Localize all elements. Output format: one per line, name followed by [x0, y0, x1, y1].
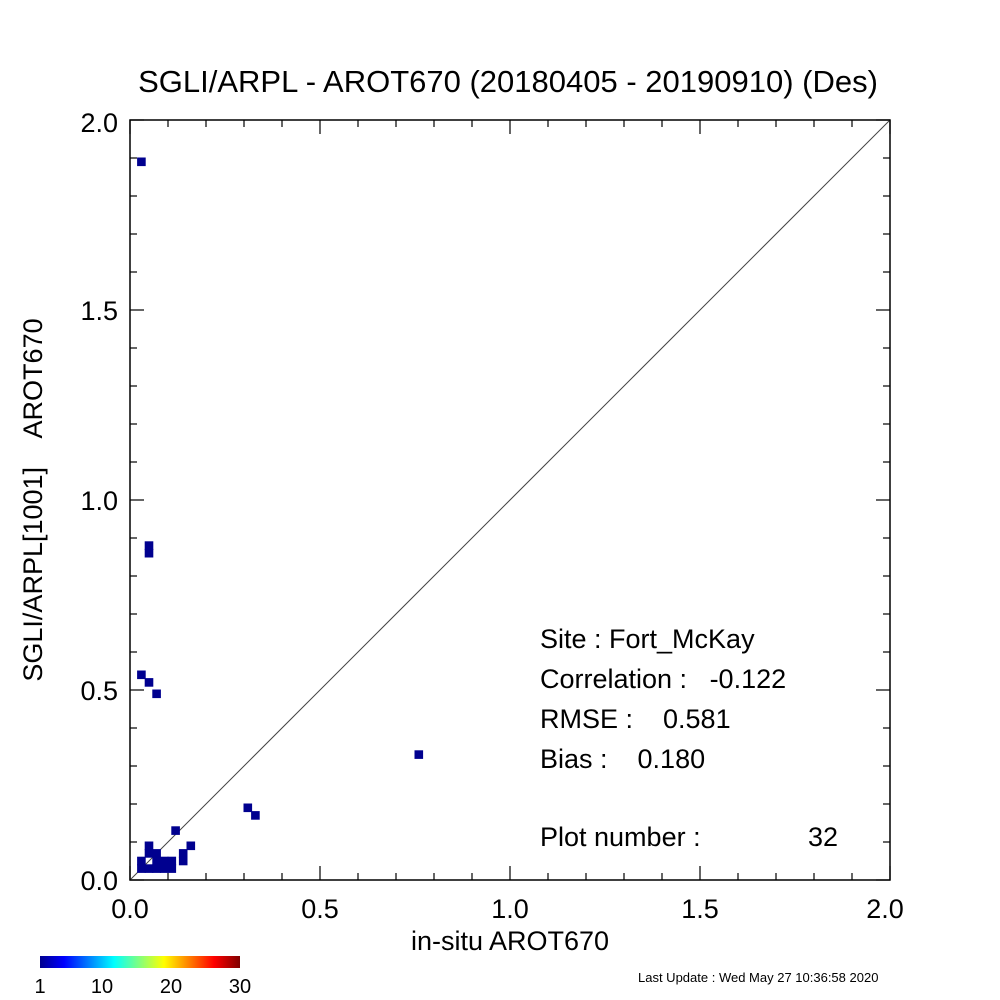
x-tick-label: 2.0 — [866, 894, 904, 924]
x-tick-label: 0.5 — [301, 894, 339, 924]
colorbar-tick-label: 10 — [91, 976, 113, 998]
data-point — [144, 841, 154, 851]
data-point — [152, 864, 161, 873]
data-point — [144, 548, 154, 558]
data-point — [137, 670, 146, 680]
data-point — [137, 856, 146, 866]
data-point — [152, 856, 161, 866]
data-point — [144, 864, 154, 873]
x-axis-label: in-situ AROT670 — [411, 926, 609, 956]
y-tick-label: 2.0 — [80, 108, 118, 138]
rmse-annotation: RMSE : 0.581 — [540, 704, 731, 734]
data-point — [167, 864, 177, 873]
tick-marks — [129, 119, 891, 881]
y-axis-label: SGLI/ARPL[1001] AROT670 — [18, 318, 48, 681]
site-annotation: Site : Fort_McKay — [540, 624, 755, 654]
data-point — [152, 849, 161, 858]
data-point — [251, 811, 260, 820]
data-point — [414, 750, 424, 759]
y-tick-label: 0.0 — [80, 866, 118, 896]
plot-number-label: Plot number : — [540, 822, 701, 852]
chart-title: SGLI/ARPL - AROT670 (20180405 - 20190910… — [138, 64, 878, 99]
data-point — [167, 856, 177, 866]
data-point — [178, 849, 188, 858]
bias-annotation: Bias : 0.180 — [540, 744, 705, 774]
data-point — [159, 864, 169, 873]
data-point — [171, 826, 180, 835]
data-points — [137, 157, 424, 873]
x-tick-label: 0.0 — [111, 894, 149, 924]
y-tick-label: 1.0 — [80, 486, 118, 516]
data-point — [243, 803, 253, 813]
correlation-annotation: Correlation : -0.122 — [540, 664, 786, 694]
data-point — [144, 678, 154, 687]
colorbar-tick-label: 30 — [229, 976, 251, 998]
data-point — [178, 856, 188, 866]
colorbar — [40, 956, 240, 968]
data-point — [152, 689, 161, 699]
x-tick-label: 1.5 — [681, 894, 719, 924]
data-point — [137, 157, 146, 167]
x-tick-label: 1.0 — [491, 894, 529, 924]
data-point — [137, 864, 146, 873]
y-tick-label: 1.5 — [80, 296, 118, 326]
colorbar-tick-label: 20 — [160, 976, 182, 998]
one-to-one-line — [129, 119, 891, 881]
plot-number-value: 32 — [808, 822, 838, 852]
data-point — [186, 841, 196, 851]
colorbar-tick-label: 1 — [34, 976, 45, 998]
data-point — [144, 849, 154, 858]
last-update-text: Last Update : Wed May 27 10:36:58 2020 — [638, 970, 878, 985]
data-point — [159, 856, 169, 866]
data-point — [144, 541, 154, 550]
y-tick-label: 0.5 — [80, 676, 118, 706]
